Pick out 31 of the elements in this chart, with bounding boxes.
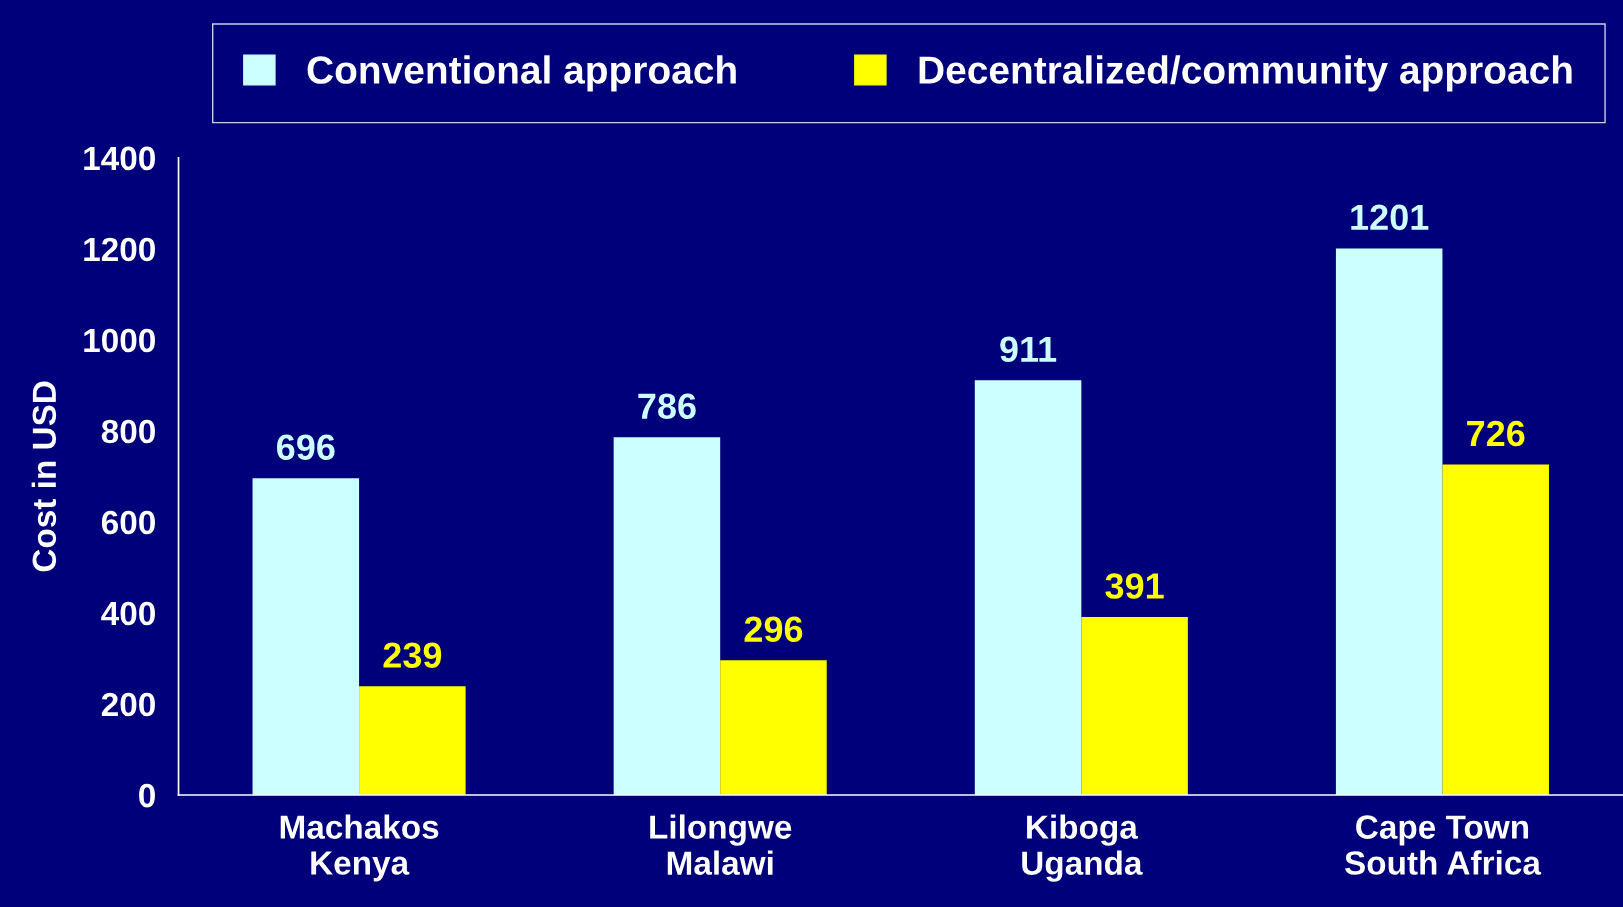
x-tick-label: Cape Town South Africa — [1344, 815, 1542, 875]
y-tick-label: 1400 — [84, 146, 155, 171]
y-tick-label: 1000 — [84, 328, 155, 353]
x-tick-label: Kiboga Uganda — [1022, 814, 1143, 882]
y-axis-title: Cost in USD — [31, 381, 57, 572]
data-label: 696 — [277, 434, 335, 460]
y-tick-label: 800 — [101, 419, 155, 444]
data-label: 911 — [1000, 336, 1057, 363]
bar — [1335, 248, 1443, 795]
bar — [1442, 464, 1549, 795]
data-label: 786 — [638, 393, 696, 420]
y-tick-label: 600 — [101, 510, 155, 535]
bar — [359, 686, 466, 795]
data-label: 1201 — [1351, 204, 1429, 231]
bar — [613, 437, 721, 795]
bar — [1081, 617, 1188, 795]
y-tick-label: 0 — [139, 783, 155, 808]
y-tick-label: 1200 — [84, 237, 155, 262]
data-label: 296 — [744, 616, 803, 643]
data-label: 239 — [383, 642, 442, 669]
legend-label: Decentralized/community approach — [919, 55, 1572, 92]
data-label: 726 — [1467, 420, 1525, 447]
y-tick-label: 400 — [101, 601, 155, 626]
legend-label: Conventional approach — [307, 55, 736, 92]
bar — [252, 478, 360, 795]
x-tick-label: Lilongwe Malawi — [650, 814, 792, 875]
bar — [974, 380, 1082, 795]
bar — [720, 660, 827, 795]
data-label: 391 — [1105, 573, 1164, 599]
y-tick-label: 200 — [101, 692, 155, 717]
x-tick-label: Machakos Kenya — [280, 814, 439, 882]
